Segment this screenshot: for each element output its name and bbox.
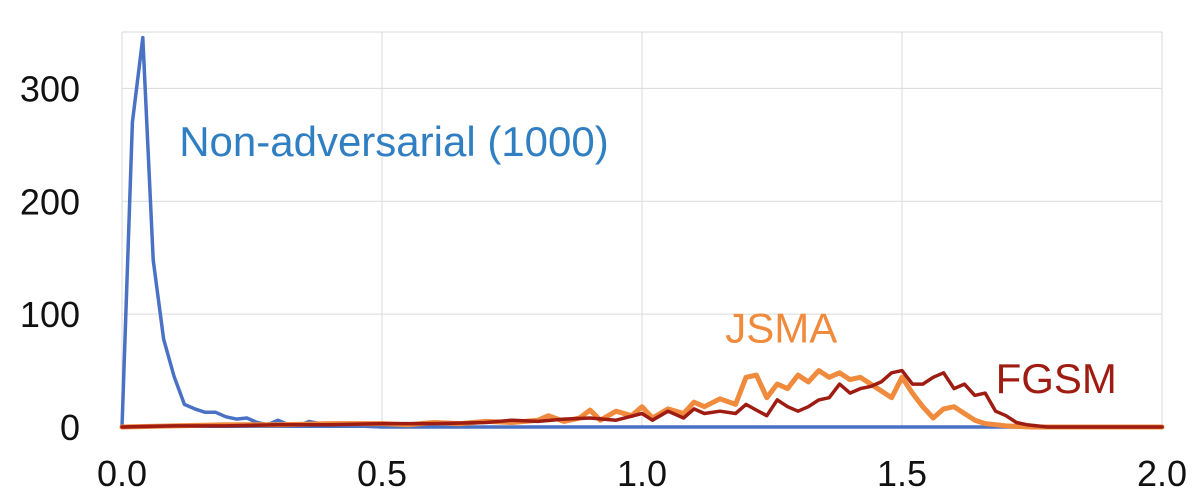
- series-line-fgsm: [120, 368, 1164, 429]
- series-lines: [119, 35, 1165, 430]
- series-annotation: Non-adversarial (1000): [179, 118, 609, 165]
- series-annotation: JSMA: [725, 304, 837, 351]
- x-tick-label: 0.5: [357, 453, 407, 494]
- x-tick-label: 1.5: [877, 453, 927, 494]
- y-tick-label: 100: [20, 294, 80, 335]
- series-annotations: Non-adversarial (1000) JSMA FGSM: [179, 118, 1117, 402]
- series-annotation: FGSM: [996, 355, 1117, 402]
- y-tick-label: 200: [20, 181, 80, 222]
- x-tick-label: 0.0: [97, 453, 147, 494]
- y-axis-tick-labels: 0 100 200 300: [20, 68, 80, 448]
- y-tick-label: 0: [60, 407, 80, 448]
- x-tick-label: 1.0: [617, 453, 667, 494]
- x-tick-label: 2.0: [1137, 453, 1187, 494]
- x-axis-tick-labels: 0.0 0.5 1.0 1.5 2.0: [97, 453, 1187, 494]
- grid-lines: [121, 31, 1163, 427]
- y-tick-label: 300: [20, 68, 80, 109]
